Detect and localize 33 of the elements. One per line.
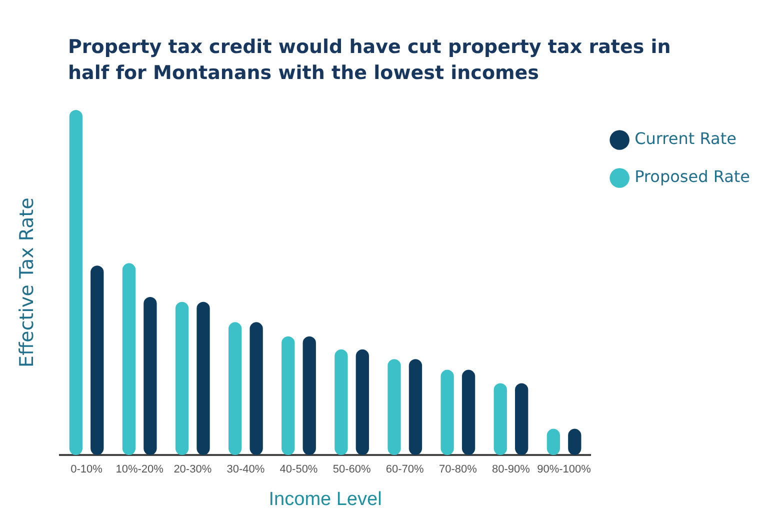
x-tick-label: 30-40% xyxy=(226,464,265,476)
legend-label: Current Rate xyxy=(634,129,736,148)
x-tick-label: 20-30% xyxy=(174,464,212,476)
bar xyxy=(196,302,210,455)
y-axis-title: Effective Tax Rate xyxy=(16,198,38,368)
bar xyxy=(515,383,528,455)
x-tick-label: 80-90% xyxy=(492,464,530,476)
x-tick-label: 70-80% xyxy=(438,464,478,476)
bar xyxy=(122,263,136,455)
x-tick-label: 50-60% xyxy=(332,464,371,476)
bar xyxy=(356,349,369,455)
bar xyxy=(282,336,295,455)
x-tick-label: 90%-100% xyxy=(537,464,592,476)
bar xyxy=(90,266,104,455)
bar xyxy=(302,336,316,455)
bar xyxy=(440,370,454,455)
bar xyxy=(250,322,263,455)
bar xyxy=(388,359,401,455)
bar xyxy=(408,359,422,455)
bar xyxy=(69,110,82,455)
bar xyxy=(494,383,507,455)
bar xyxy=(144,296,157,455)
bar xyxy=(462,370,476,455)
x-tick-label: 0-10% xyxy=(70,464,103,476)
legend-label: Proposed Rate xyxy=(634,167,750,186)
x-tick-label: 60-70% xyxy=(386,464,424,476)
bar xyxy=(228,322,242,455)
bar xyxy=(334,349,348,455)
bar xyxy=(175,302,189,455)
x-axis-title: Income Level xyxy=(268,488,382,510)
x-tick-label: 40-50% xyxy=(280,464,318,476)
chart-title: Property tax credit would have cut property tax rates in half for Montanans with the lowest incomes xyxy=(68,35,672,86)
x-tick-label: 10%-20% xyxy=(116,464,164,476)
